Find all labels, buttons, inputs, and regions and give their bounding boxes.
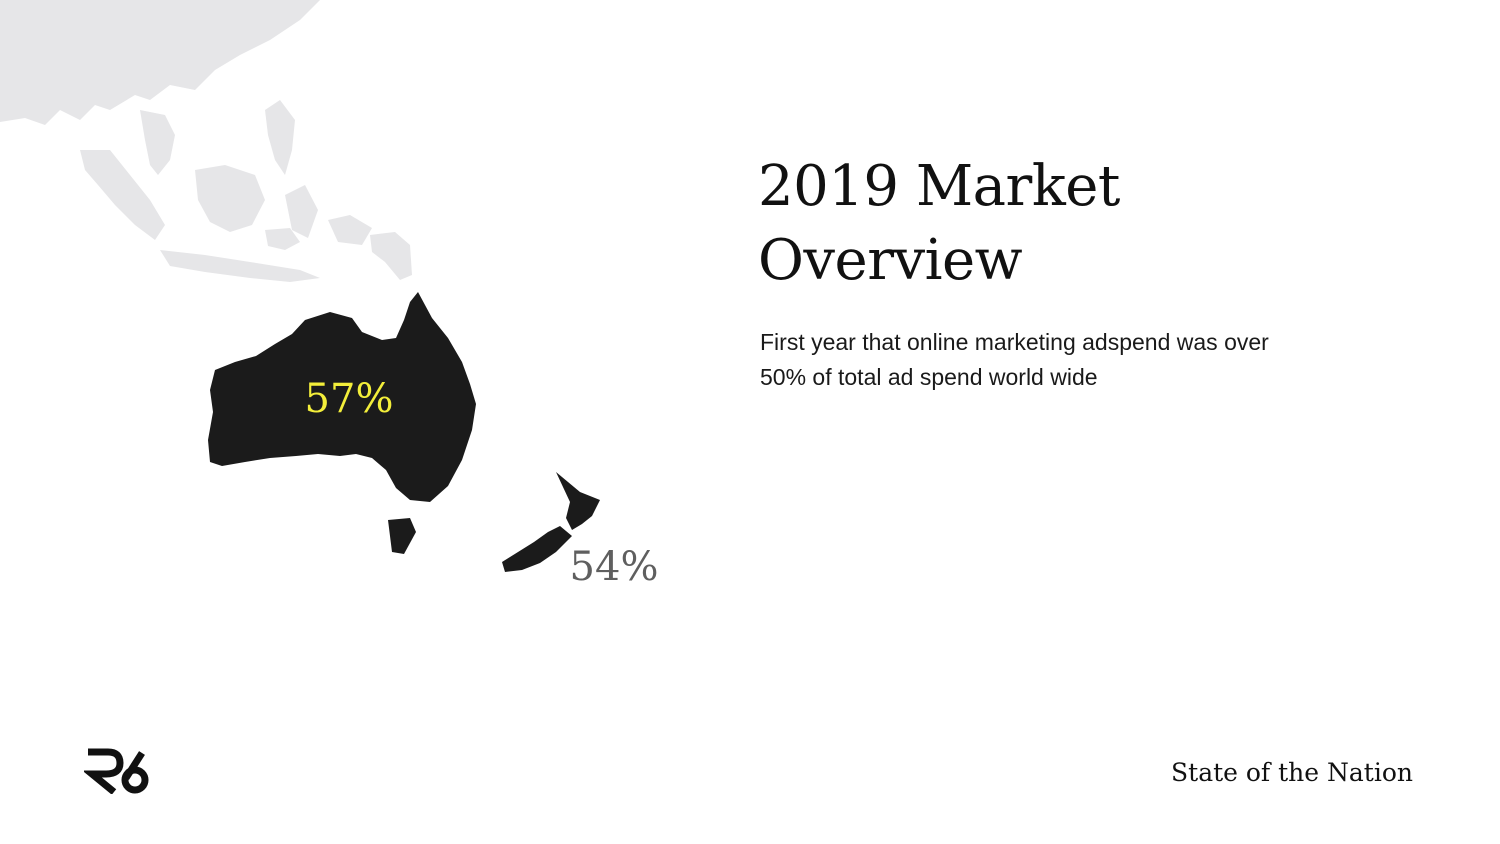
subtitle-line-2: 50% of total ad spend world wide — [760, 364, 1098, 390]
subtitle-line-1: First year that online marketing adspend… — [760, 329, 1269, 355]
r6-logo: R6 — [84, 748, 149, 794]
new-zealand-percent-label: 54% — [570, 544, 659, 590]
tasmania-landmass — [388, 518, 416, 554]
page-title: 2019 Market Overview — [758, 150, 1318, 298]
page-subtitle: First year that online marketing adspend… — [760, 325, 1400, 395]
page-title-line-1: 2019 Market — [758, 154, 1120, 219]
asia-landmass — [0, 0, 412, 282]
footer-title: State of the Nation — [1171, 758, 1413, 787]
australia-landmass — [208, 292, 476, 502]
australia-percent-label: 57% — [305, 376, 394, 422]
new-zealand-north-island — [556, 472, 600, 530]
new-zealand-south-island — [502, 526, 572, 572]
region-map: 57% 54% — [0, 0, 659, 590]
page-title-line-2: Overview — [758, 228, 1023, 293]
